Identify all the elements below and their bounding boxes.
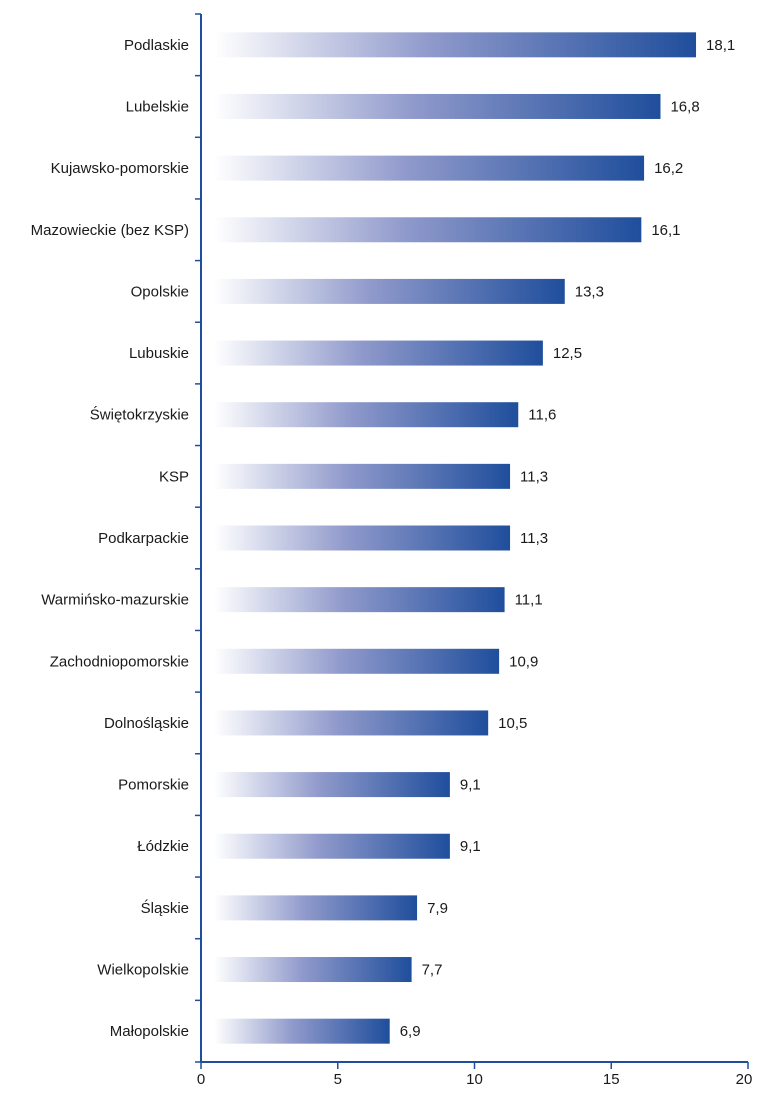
axes: 0 5 10 15 20	[195, 13, 753, 1088]
value-label-10: 10,9	[509, 653, 538, 670]
bar-2	[214, 155, 645, 181]
category-label-3: Mazowieckie (bez KSP)	[31, 222, 189, 239]
bar-6	[214, 402, 519, 428]
value-label-11: 10,5	[498, 715, 527, 732]
x-tick-label-2: 10	[466, 1071, 483, 1088]
category-label-6: Świętokrzyskie	[90, 406, 189, 424]
bar-11	[214, 710, 489, 736]
bar-10	[214, 648, 500, 674]
bar-9	[214, 587, 505, 613]
category-label-8: Podkarpackie	[98, 530, 189, 547]
value-label-5: 12,5	[553, 345, 582, 362]
x-tick-label-4: 20	[736, 1071, 753, 1088]
category-label-9: Warmińsko-mazurskie	[41, 592, 189, 609]
bar-0	[214, 32, 697, 58]
bar-4	[214, 278, 565, 304]
value-label-16: 6,9	[400, 1023, 421, 1040]
bar-14	[214, 895, 418, 921]
value-label-8: 11,3	[520, 530, 548, 547]
bar-7	[214, 463, 511, 489]
category-label-11: Dolnośląskie	[104, 715, 189, 732]
bars-layer	[214, 32, 697, 1044]
value-labels: 18,1 16,8 16,2 16,1 13,3 12,5 11,6 11,3 11,3 11,1…	[400, 37, 736, 1040]
bar-13	[214, 833, 450, 859]
value-label-15: 7,7	[422, 962, 443, 979]
value-label-12: 9,1	[460, 777, 481, 794]
x-tick-label-1: 5	[334, 1071, 342, 1088]
category-labels: Podlaskie Lubelskie Kujawsko-pomorskie Mazo…	[31, 37, 189, 1040]
x-tick-label-3: 15	[603, 1071, 620, 1088]
bar-1	[214, 93, 661, 119]
category-label-4: Opolskie	[131, 283, 189, 300]
category-label-13: Łódzkie	[137, 838, 189, 855]
category-label-12: Pomorskie	[118, 777, 189, 794]
bar-8	[214, 525, 511, 551]
value-label-13: 9,1	[460, 838, 481, 855]
value-label-1: 16,8	[670, 98, 699, 115]
value-label-9: 11,1	[515, 592, 543, 609]
category-label-5: Lubuskie	[129, 345, 189, 362]
category-label-1: Lubelskie	[126, 98, 189, 115]
category-label-14: Śląskie	[141, 899, 189, 917]
category-label-7: KSP	[159, 468, 189, 485]
value-label-14: 7,9	[427, 900, 448, 917]
category-label-16: Małopolskie	[110, 1023, 189, 1040]
value-label-7: 11,3	[520, 468, 548, 485]
value-label-4: 13,3	[575, 283, 604, 300]
value-label-0: 18,1	[706, 37, 735, 54]
category-label-0: Podlaskie	[124, 37, 189, 54]
bar-5	[214, 340, 543, 366]
category-label-10: Zachodniopomorskie	[50, 653, 189, 670]
bar-3	[214, 217, 642, 243]
value-label-3: 16,1	[651, 222, 680, 239]
x-tick-label-0: 0	[197, 1071, 205, 1088]
category-label-15: Wielkopolskie	[97, 962, 189, 979]
value-label-6: 11,6	[528, 407, 556, 424]
bar-16	[214, 1018, 390, 1044]
bar-12	[214, 772, 450, 798]
value-label-2: 16,2	[654, 160, 683, 177]
category-label-2: Kujawsko-pomorskie	[51, 160, 189, 177]
bar-15	[214, 957, 412, 983]
